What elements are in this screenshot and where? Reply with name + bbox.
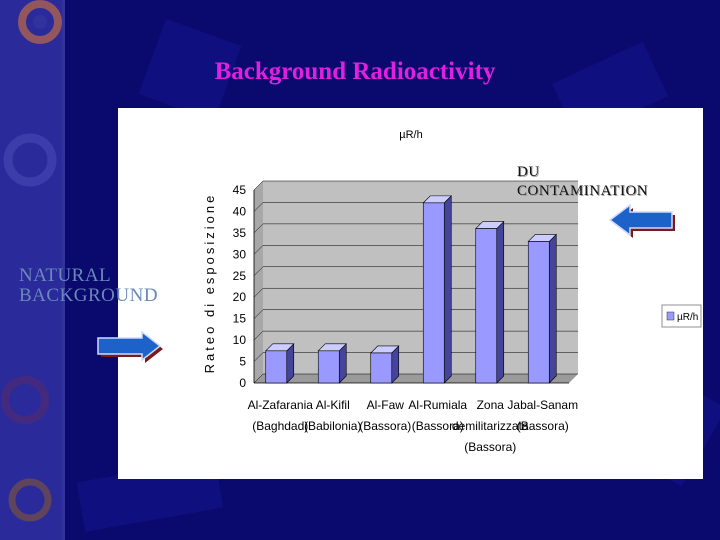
x-tick-label: (Bassora) <box>359 419 411 433</box>
y-tick-label: 15 <box>233 312 247 326</box>
x-tick-label: (Babilonia) <box>304 419 361 433</box>
gear-icon <box>1 0 62 522</box>
gridline <box>253 223 578 234</box>
y-tick-label: 0 <box>239 376 246 390</box>
x-tick-label: Jabal-Sanam <box>507 398 578 412</box>
bar-side <box>548 233 557 384</box>
y-tick-label: 20 <box>233 290 247 304</box>
gridline <box>253 180 578 191</box>
right-arrow-icon <box>97 330 163 363</box>
gridline <box>253 266 578 276</box>
x-tick-label: Al-Rumiala <box>408 398 467 412</box>
legend-label: µR/h <box>677 312 698 323</box>
y-tick-label: 5 <box>239 355 246 369</box>
bar <box>475 228 498 384</box>
legend-box <box>661 304 702 328</box>
bar <box>265 350 288 384</box>
gridline <box>253 309 578 319</box>
y-tick-label: 40 <box>233 204 247 218</box>
x-tick-label: (Bassora) <box>517 419 569 433</box>
x-tick-label: demilitarizzata <box>452 419 529 433</box>
gridline <box>253 245 578 255</box>
y-tick-label: 25 <box>233 269 247 283</box>
bar <box>527 241 550 384</box>
y-tick-label: 30 <box>233 247 247 261</box>
du-contamination-label: DU CONTAMINATION <box>517 163 648 201</box>
plot-area <box>263 181 578 374</box>
x-tick-label: (Bassora) <box>412 419 464 433</box>
y-tick-label: 35 <box>233 226 247 240</box>
bar <box>370 352 393 384</box>
plot-side-wall <box>254 181 263 383</box>
bar <box>422 202 445 384</box>
natural-label-line1: NATURAL <box>19 265 112 286</box>
y-axis-label: Rateo di esposizione <box>202 193 217 374</box>
du-label-line1: DU <box>517 164 540 180</box>
x-tick-label: Al-Faw <box>367 398 405 412</box>
gridline <box>253 287 578 298</box>
gridline <box>253 202 578 212</box>
legend-swatch <box>666 311 675 321</box>
bar-side <box>496 220 505 384</box>
natural-background-label: NATURAL BACKGROUND <box>19 266 158 306</box>
x-tick-label: (Baghdad) <box>252 419 308 433</box>
gridline <box>253 373 578 384</box>
gridline <box>253 330 578 341</box>
chart-title: µR/h <box>399 129 422 141</box>
bar-chart: µR/h 0 5 10 15 20 25 30 35 40 45 Al-Zafarania (Bagh… <box>202 129 702 454</box>
x-tick-label: Zona <box>477 398 505 412</box>
x-tick-label: Al-Zafarania <box>248 398 314 412</box>
gridline <box>253 352 578 362</box>
du-label-line2: CONTAMINATION <box>517 183 649 199</box>
slide-title: Background Radioactivity <box>214 58 496 85</box>
x-tick-label: (Bassora) <box>464 440 516 454</box>
bar <box>317 350 340 384</box>
y-tick-label: 45 <box>233 183 247 197</box>
natural-label-line2: BACKGROUND <box>19 285 159 306</box>
x-tick-label: Al-Kifil <box>316 398 350 412</box>
left-arrow-icon <box>608 203 675 238</box>
bar-side <box>443 195 452 384</box>
y-tick-label: 10 <box>233 333 247 347</box>
